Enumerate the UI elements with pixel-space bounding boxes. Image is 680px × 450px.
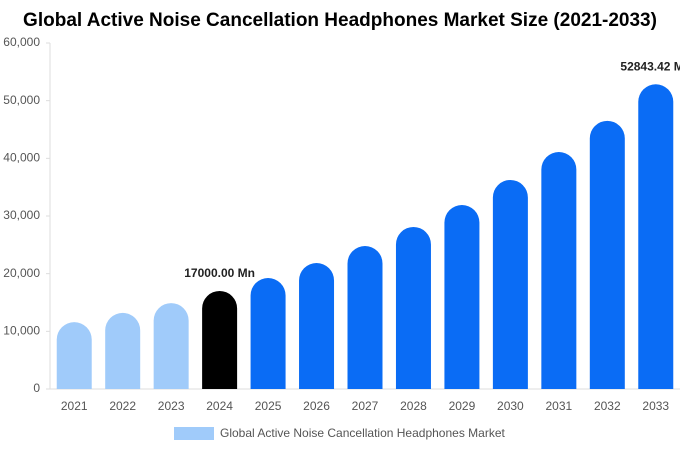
x-tick-label: 2029 [449,399,476,413]
legend-label: Global Active Noise Cancellation Headpho… [220,426,505,440]
bar [347,245,383,389]
bar [589,120,625,389]
bar [250,278,286,389]
bar [56,322,92,389]
bar [299,262,335,389]
bar [153,303,189,389]
y-tick-label: 50,000 [3,93,40,107]
bar [492,179,528,389]
data-label: 17000.00 Mn [184,266,255,280]
x-tick-label: 2027 [352,399,379,413]
data-label: 52843.42 Mn [620,59,680,73]
bar [638,84,674,390]
bar [541,152,577,389]
y-tick-label: 10,000 [3,324,40,338]
legend-swatch [174,427,214,440]
bar [105,312,141,389]
x-tick-label: 2030 [497,399,524,413]
x-tick-label: 2025 [255,399,282,413]
x-tick-label: 2032 [594,399,621,413]
y-tick-label: 60,000 [3,35,40,49]
bar [395,226,431,389]
x-tick-label: 2031 [545,399,572,413]
x-tick-label: 2021 [61,399,88,413]
y-tick-label: 0 [33,381,40,395]
x-tick-label: 2022 [109,399,136,413]
x-tick-label: 2033 [642,399,669,413]
x-tick-label: 2026 [303,399,330,413]
bar [444,205,480,389]
y-tick-label: 30,000 [3,208,40,222]
x-tick-label: 2023 [158,399,185,413]
x-tick-label: 2024 [206,399,233,413]
y-tick-label: 40,000 [3,151,40,165]
y-tick-label: 20,000 [3,266,40,280]
x-tick-label: 2028 [400,399,427,413]
chart-title: Global Active Noise Cancellation Headpho… [23,10,657,31]
bar [202,290,238,389]
